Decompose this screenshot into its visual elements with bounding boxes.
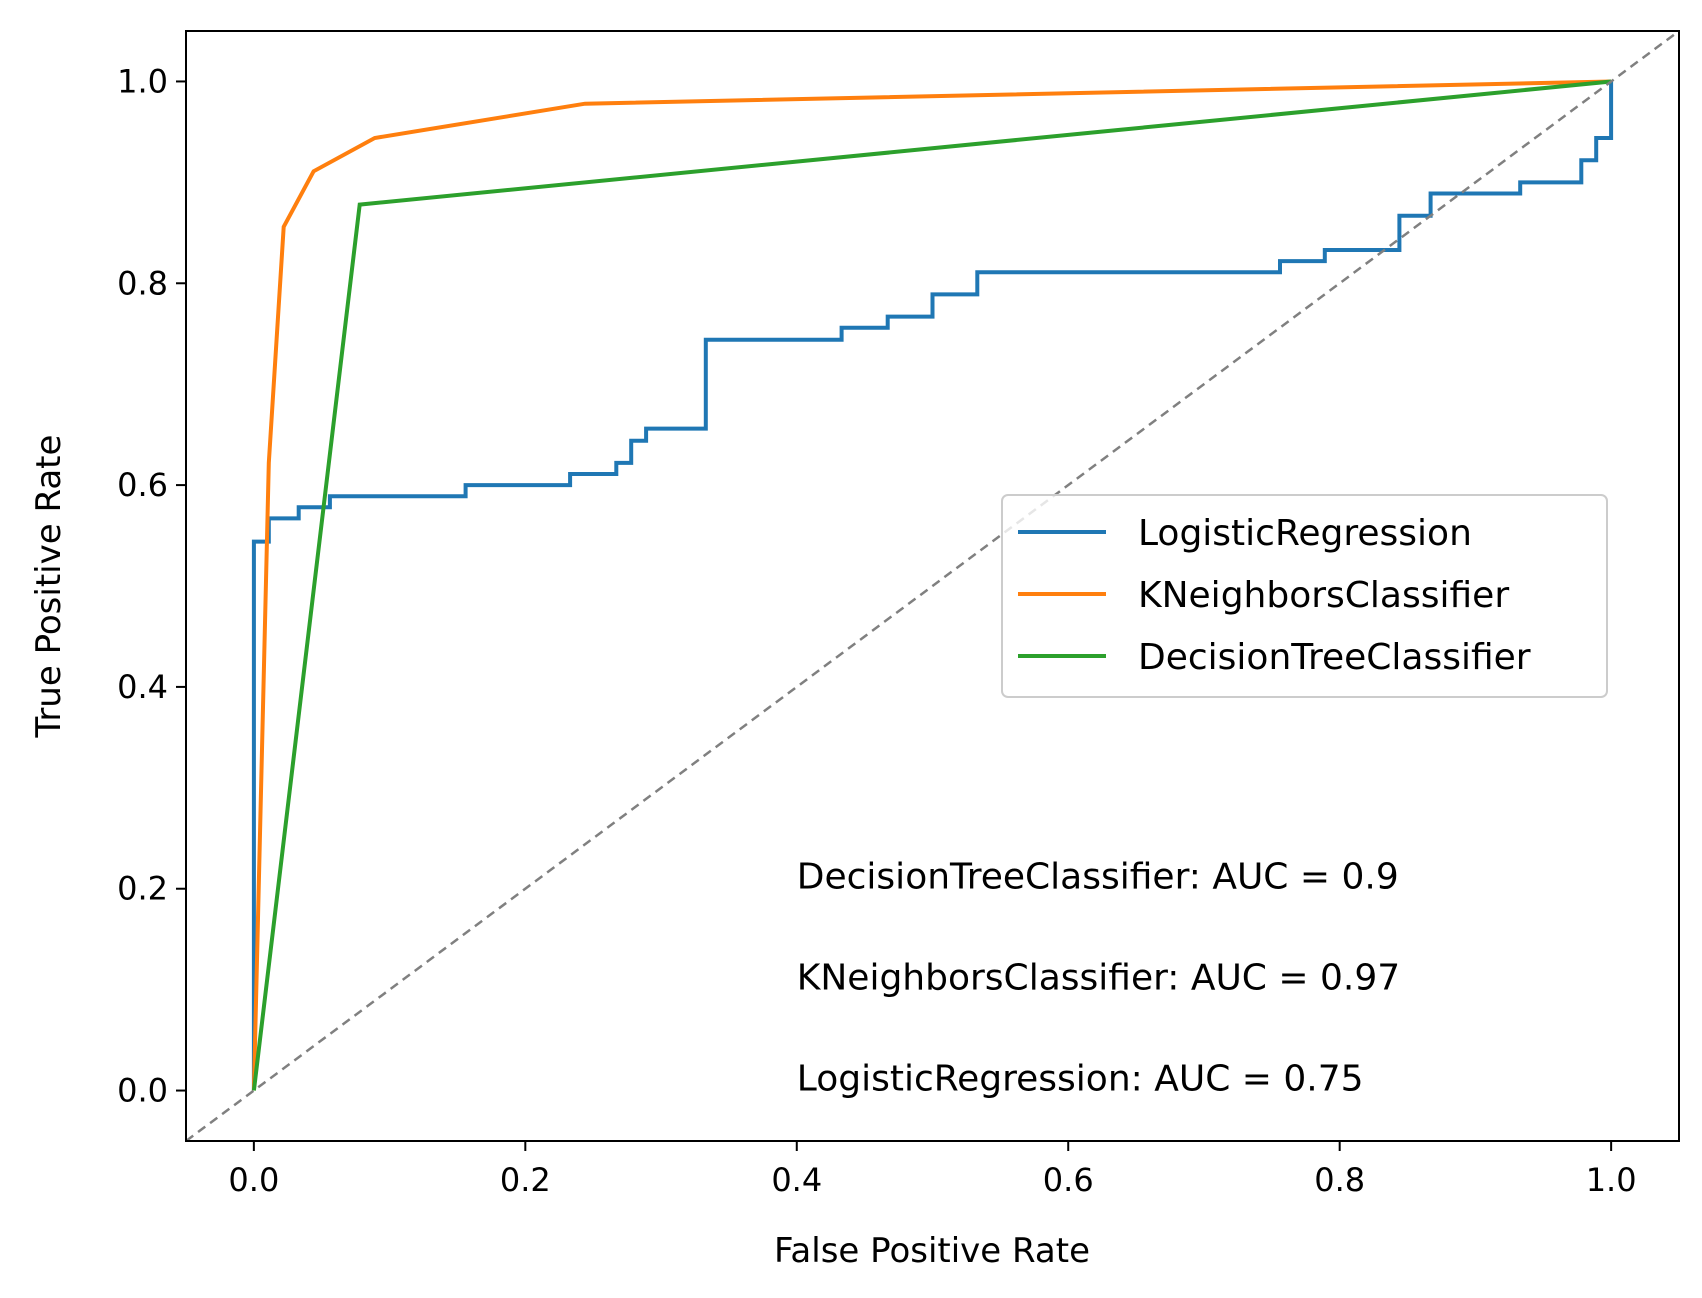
x-tick-label: 0.6	[1043, 1161, 1094, 1199]
y-tick-label: 0.6	[117, 466, 168, 504]
series-line-decisiontreeclassifier	[251, 79, 1612, 1091]
plot-frame	[185, 30, 1680, 1142]
series-line-kneighborsclassifier	[251, 79, 1612, 1091]
x-tick-label: 0.0	[228, 1161, 279, 1199]
y-axis: 0.0 0.2 0.4 0.6 0.8 1.0	[117, 62, 186, 1110]
x-tick-label: 1.0	[1586, 1161, 1637, 1199]
x-tick-label: 0.8	[1314, 1161, 1365, 1199]
x-tick-label: 0.2	[500, 1161, 551, 1199]
auc-annotations: DecisionTreeClassifier: AUC = 0.9 KNeighb…	[797, 857, 1400, 1100]
legend-label-logisticregression: LogisticRegression	[1138, 513, 1472, 554]
series-line-logisticregression	[251, 81, 1614, 1091]
legend: LogisticRegression KNeighborsClassifier De…	[1001, 494, 1608, 698]
diagonal-reference-line	[186, 31, 1679, 1141]
x-axis: 0.0 0.2 0.4 0.6 0.8 1.0	[228, 1141, 1637, 1199]
x-axis-label: False Positive Rate	[774, 1231, 1090, 1271]
y-tick-label: 0.4	[117, 668, 168, 706]
y-tick-label: 0.0	[117, 1072, 168, 1110]
auc-annotation: DecisionTreeClassifier: AUC = 0.9	[797, 857, 1399, 898]
auc-annotation: KNeighborsClassifier: AUC = 0.97	[797, 958, 1400, 999]
y-axis-label: True Positive Rate	[29, 435, 69, 739]
legend-label-decisiontreeclassifier: DecisionTreeClassifier	[1138, 637, 1531, 678]
x-tick-label: 0.4	[771, 1161, 822, 1199]
plot-area	[186, 31, 1679, 1141]
y-tick-label: 0.8	[117, 264, 168, 302]
y-tick-label: 0.2	[117, 870, 168, 908]
legend-box	[1001, 494, 1608, 698]
y-tick-label: 1.0	[117, 62, 168, 100]
legend-label-kneighborsclassifier: KNeighborsClassifier	[1138, 575, 1509, 616]
auc-annotation: LogisticRegression: AUC = 0.75	[797, 1059, 1364, 1100]
